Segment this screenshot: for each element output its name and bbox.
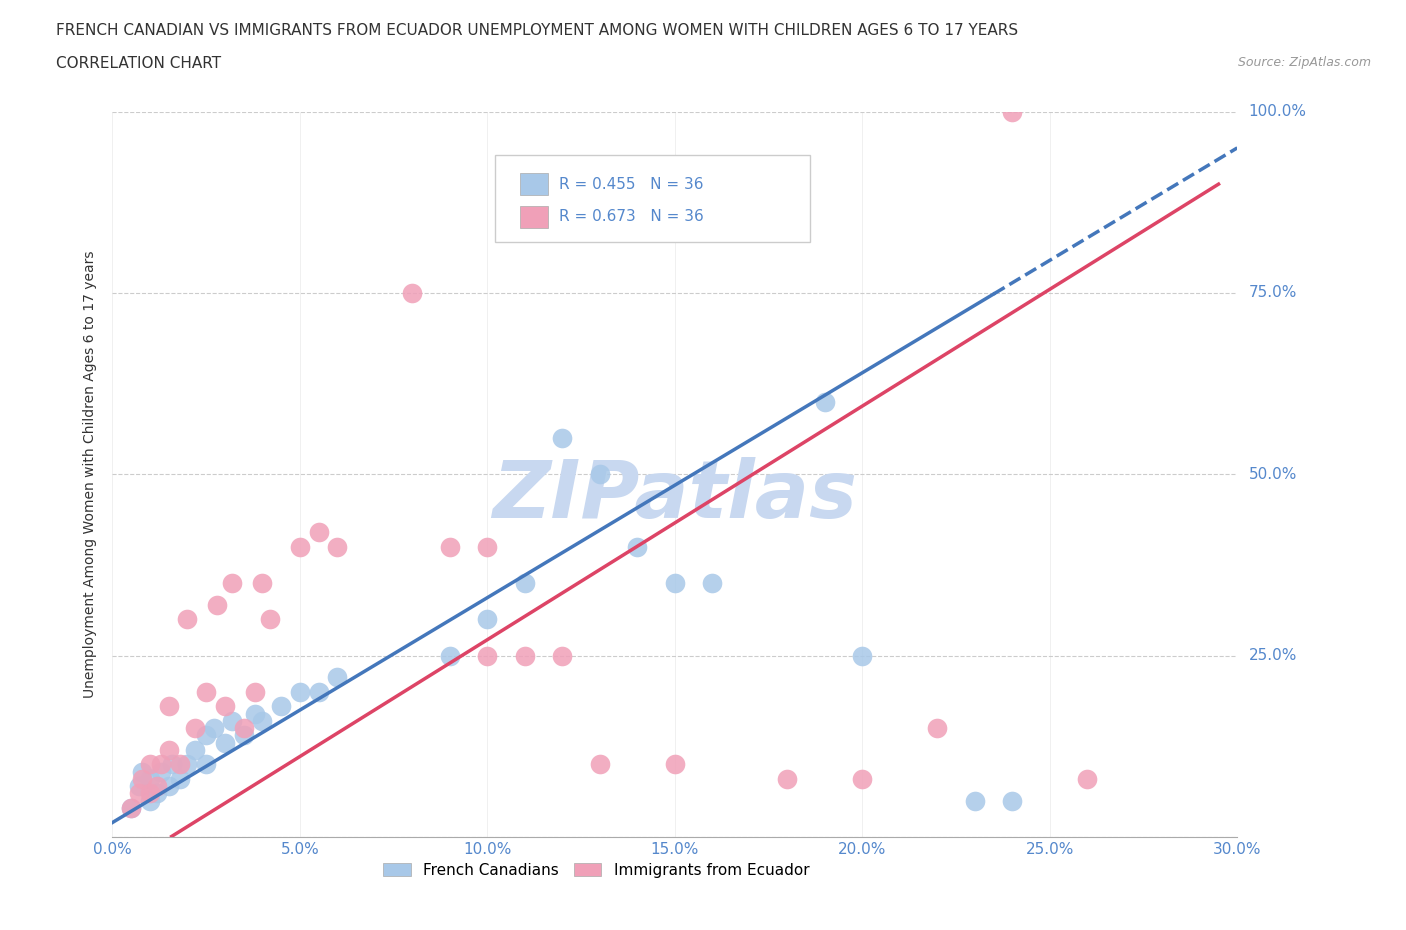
Point (626, 539, 648, 554)
Point (131, 772, 153, 787)
Text: 100.0%: 100.0% (1249, 104, 1306, 119)
Point (157, 699, 180, 714)
Point (150, 764, 173, 779)
Point (139, 772, 162, 787)
Point (176, 757, 198, 772)
Text: 50.0%: 50.0% (1249, 467, 1296, 482)
Point (259, 612, 281, 627)
Point (202, 721, 225, 736)
Point (401, 286, 423, 300)
Point (477, 648, 499, 663)
Point (270, 699, 292, 714)
Point (288, 684, 311, 699)
Point (513, 576, 536, 591)
Point (184, 721, 207, 736)
Point (814, 394, 837, 409)
Point (184, 742, 207, 757)
Text: ZIPatlas: ZIPatlas (492, 457, 858, 535)
Point (326, 539, 349, 554)
Point (139, 786, 162, 801)
Point (477, 612, 499, 627)
Text: FRENCH CANADIAN VS IMMIGRANTS FROM ECUADOR UNEMPLOYMENT AMONG WOMEN WITH CHILDRE: FRENCH CANADIAN VS IMMIGRANTS FROM ECUAD… (56, 23, 1018, 38)
Point (214, 736, 236, 751)
Point (221, 713, 243, 728)
Text: CORRELATION CHART: CORRELATION CHART (56, 56, 221, 71)
Point (664, 576, 686, 591)
Point (252, 713, 274, 728)
Point (927, 721, 949, 736)
Point (128, 778, 150, 793)
Point (851, 772, 873, 787)
Point (963, 793, 986, 808)
Point (157, 742, 180, 757)
Point (439, 539, 461, 554)
Point (139, 793, 162, 808)
Point (477, 539, 499, 554)
FancyBboxPatch shape (495, 155, 810, 242)
Text: R = 0.673   N = 36: R = 0.673 N = 36 (560, 209, 704, 224)
Point (851, 648, 873, 663)
Point (146, 778, 169, 793)
Bar (520, 173, 548, 195)
Point (1001, 104, 1024, 119)
Point (243, 706, 266, 721)
Point (551, 648, 574, 663)
Text: Source: ZipAtlas.com: Source: ZipAtlas.com (1237, 56, 1371, 69)
Point (195, 728, 218, 743)
Point (131, 764, 153, 779)
Point (232, 721, 254, 736)
Point (232, 728, 254, 743)
Point (589, 757, 612, 772)
Point (308, 525, 330, 539)
Point (157, 778, 180, 793)
Point (1001, 793, 1024, 808)
Point (1076, 772, 1098, 787)
Bar (520, 206, 548, 228)
Point (150, 757, 173, 772)
Y-axis label: Unemployment Among Women with Children Ages 6 to 17 years: Unemployment Among Women with Children A… (83, 250, 97, 698)
Point (776, 772, 799, 787)
Point (128, 786, 150, 801)
Text: 75.0%: 75.0% (1249, 286, 1296, 300)
Point (702, 576, 724, 591)
Point (664, 757, 686, 772)
Point (195, 684, 218, 699)
Point (162, 757, 184, 772)
Point (439, 648, 461, 663)
Point (207, 597, 229, 612)
Point (176, 612, 198, 627)
Point (120, 801, 142, 816)
Point (146, 786, 169, 801)
Point (169, 757, 191, 772)
Point (221, 576, 243, 591)
Point (139, 757, 162, 772)
Text: R = 0.455   N = 36: R = 0.455 N = 36 (560, 177, 703, 192)
Point (252, 576, 274, 591)
Point (513, 648, 536, 663)
Point (195, 757, 218, 772)
Point (551, 431, 574, 445)
Point (169, 772, 191, 787)
Point (589, 467, 612, 482)
Point (288, 539, 311, 554)
Point (326, 670, 349, 684)
Point (214, 699, 236, 714)
Point (308, 684, 330, 699)
Text: 25.0%: 25.0% (1249, 648, 1296, 663)
Legend: French Canadians, Immigrants from Ecuador: French Canadians, Immigrants from Ecuado… (377, 857, 815, 884)
Point (243, 684, 266, 699)
Point (120, 801, 142, 816)
